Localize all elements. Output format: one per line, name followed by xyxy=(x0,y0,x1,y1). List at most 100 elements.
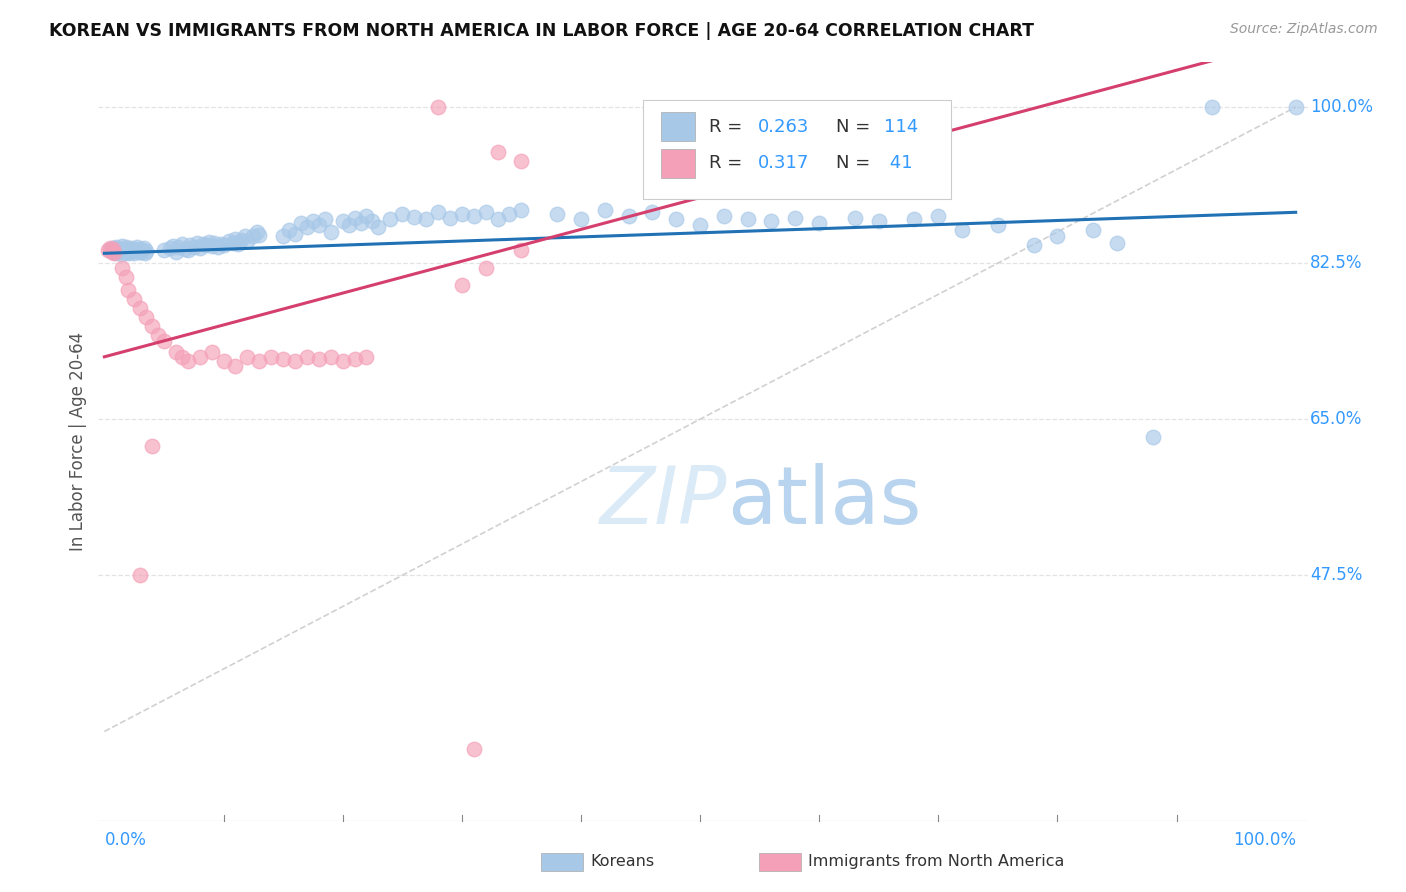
Point xyxy=(120,245,142,260)
Point xyxy=(808,216,831,230)
Text: KOREAN VS IMMIGRANTS FROM NORTH AMERICA IN LABOR FORCE | AGE 20-64 CORRELATION C: KOREAN VS IMMIGRANTS FROM NORTH AMERICA … xyxy=(49,22,1035,40)
Point xyxy=(308,218,330,232)
Point xyxy=(222,235,245,250)
Text: N =: N = xyxy=(837,118,876,136)
Point xyxy=(117,246,139,260)
Point xyxy=(202,235,225,250)
Point xyxy=(224,359,246,373)
Point xyxy=(179,238,201,252)
Point xyxy=(111,239,134,253)
Point xyxy=(1201,100,1223,114)
Point xyxy=(118,244,141,258)
Point xyxy=(308,351,330,366)
Point xyxy=(131,245,153,260)
Point xyxy=(450,207,472,221)
Point xyxy=(463,209,485,223)
Point xyxy=(218,234,240,248)
Text: 100.0%: 100.0% xyxy=(1233,831,1296,849)
Point xyxy=(284,227,307,241)
Point xyxy=(1022,238,1045,252)
Point xyxy=(332,214,354,228)
Point xyxy=(162,239,184,253)
Text: 114: 114 xyxy=(884,118,918,136)
Text: 0.263: 0.263 xyxy=(758,118,808,136)
FancyBboxPatch shape xyxy=(643,101,950,199)
Text: 47.5%: 47.5% xyxy=(1310,566,1362,584)
Text: R =: R = xyxy=(709,118,748,136)
Point xyxy=(121,243,143,257)
Point xyxy=(122,292,145,306)
Text: Koreans: Koreans xyxy=(591,855,655,869)
Point xyxy=(170,350,193,364)
Point xyxy=(153,334,176,348)
Point xyxy=(391,207,413,221)
Point xyxy=(153,243,176,257)
Point xyxy=(224,232,246,246)
Point xyxy=(713,209,735,223)
Point xyxy=(617,209,640,223)
Point xyxy=(129,244,152,259)
Text: 41: 41 xyxy=(884,154,912,172)
Point xyxy=(510,153,533,168)
Point xyxy=(1142,430,1164,444)
Point xyxy=(165,244,187,259)
Point xyxy=(108,242,131,256)
Point xyxy=(112,245,135,260)
Text: atlas: atlas xyxy=(727,463,921,541)
Point xyxy=(101,241,124,255)
Point xyxy=(188,350,211,364)
Text: R =: R = xyxy=(709,154,748,172)
Text: 100.0%: 100.0% xyxy=(1310,98,1374,116)
Point xyxy=(167,240,190,254)
Point xyxy=(295,220,318,235)
Point xyxy=(295,350,318,364)
Point xyxy=(950,223,973,237)
Point xyxy=(343,351,366,366)
Point xyxy=(111,260,134,275)
Point xyxy=(159,241,181,255)
Point xyxy=(127,244,149,258)
Point xyxy=(247,227,270,242)
Point xyxy=(903,211,925,226)
Point xyxy=(236,234,259,248)
Text: 0.317: 0.317 xyxy=(758,154,808,172)
Point xyxy=(737,211,759,226)
Point xyxy=(170,237,193,252)
Point xyxy=(226,237,249,252)
Point xyxy=(103,246,125,260)
Point xyxy=(122,246,145,260)
Point xyxy=(785,211,807,225)
Point xyxy=(114,269,136,284)
Point xyxy=(641,205,664,219)
Point xyxy=(510,243,533,257)
Point xyxy=(593,202,616,217)
Point xyxy=(1285,100,1308,114)
Point xyxy=(105,246,128,260)
Point xyxy=(1081,223,1104,237)
Point xyxy=(242,229,264,244)
Point xyxy=(125,240,148,254)
Point xyxy=(231,233,253,247)
Point xyxy=(193,236,215,251)
Point xyxy=(349,216,371,230)
Point xyxy=(177,354,200,368)
Point xyxy=(132,241,155,255)
Point xyxy=(233,229,256,244)
Point xyxy=(927,209,949,223)
Point xyxy=(302,214,325,228)
Point xyxy=(236,350,259,364)
Point xyxy=(260,350,283,364)
Point xyxy=(212,238,235,252)
Point xyxy=(129,301,152,315)
Point xyxy=(111,247,134,261)
Point xyxy=(117,283,139,297)
Point xyxy=(367,220,389,235)
Point xyxy=(510,202,533,217)
Point xyxy=(1046,229,1069,244)
Point xyxy=(271,351,294,366)
Point xyxy=(278,223,301,237)
Point xyxy=(665,211,688,226)
Point xyxy=(200,239,222,253)
Y-axis label: In Labor Force | Age 20-64: In Labor Force | Age 20-64 xyxy=(69,332,87,551)
Point xyxy=(439,211,461,225)
